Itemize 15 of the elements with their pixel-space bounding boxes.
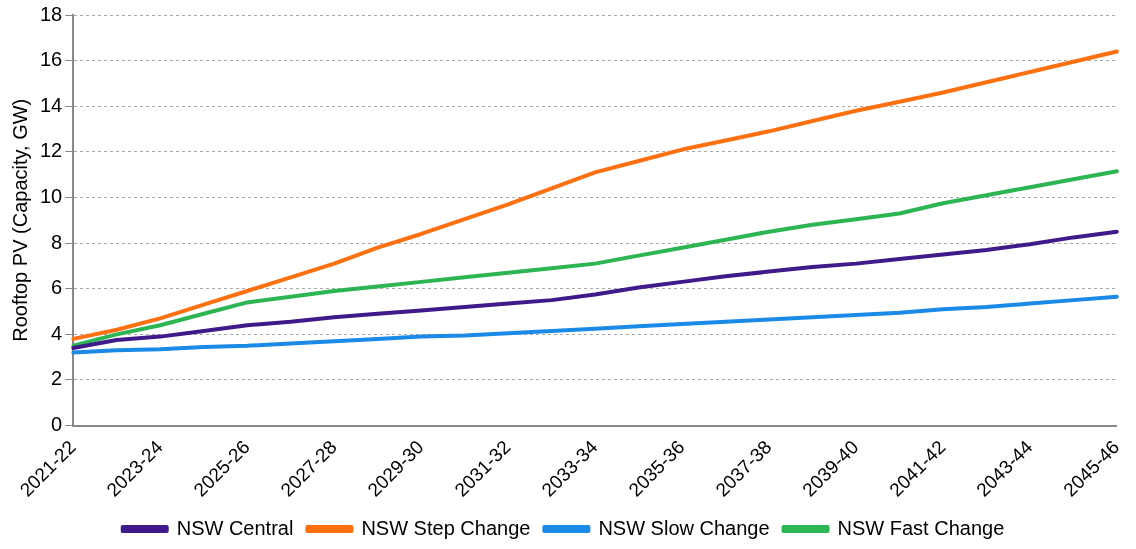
y-tick-label: 2 bbox=[51, 367, 63, 390]
y-tick-label: 14 bbox=[40, 93, 63, 116]
y-tick-label: 12 bbox=[40, 139, 63, 162]
y-tick-label: 4 bbox=[51, 321, 63, 344]
y-tick-label: 6 bbox=[51, 276, 63, 299]
legend-label: NSW Fast Change bbox=[837, 516, 1005, 539]
y-tick-label: 10 bbox=[40, 184, 63, 207]
legend-label: NSW Step Change bbox=[361, 516, 531, 539]
y-tick-label: 8 bbox=[51, 230, 63, 253]
legend-label: NSW Slow Change bbox=[598, 516, 770, 539]
y-tick-label: 16 bbox=[40, 48, 63, 71]
y-tick-label: 18 bbox=[40, 2, 63, 25]
legend-label: NSW Central bbox=[176, 516, 294, 539]
y-axis-title: Rooftop PV (Capacity, GW) bbox=[8, 98, 31, 342]
y-tick-label: 0 bbox=[51, 413, 63, 436]
